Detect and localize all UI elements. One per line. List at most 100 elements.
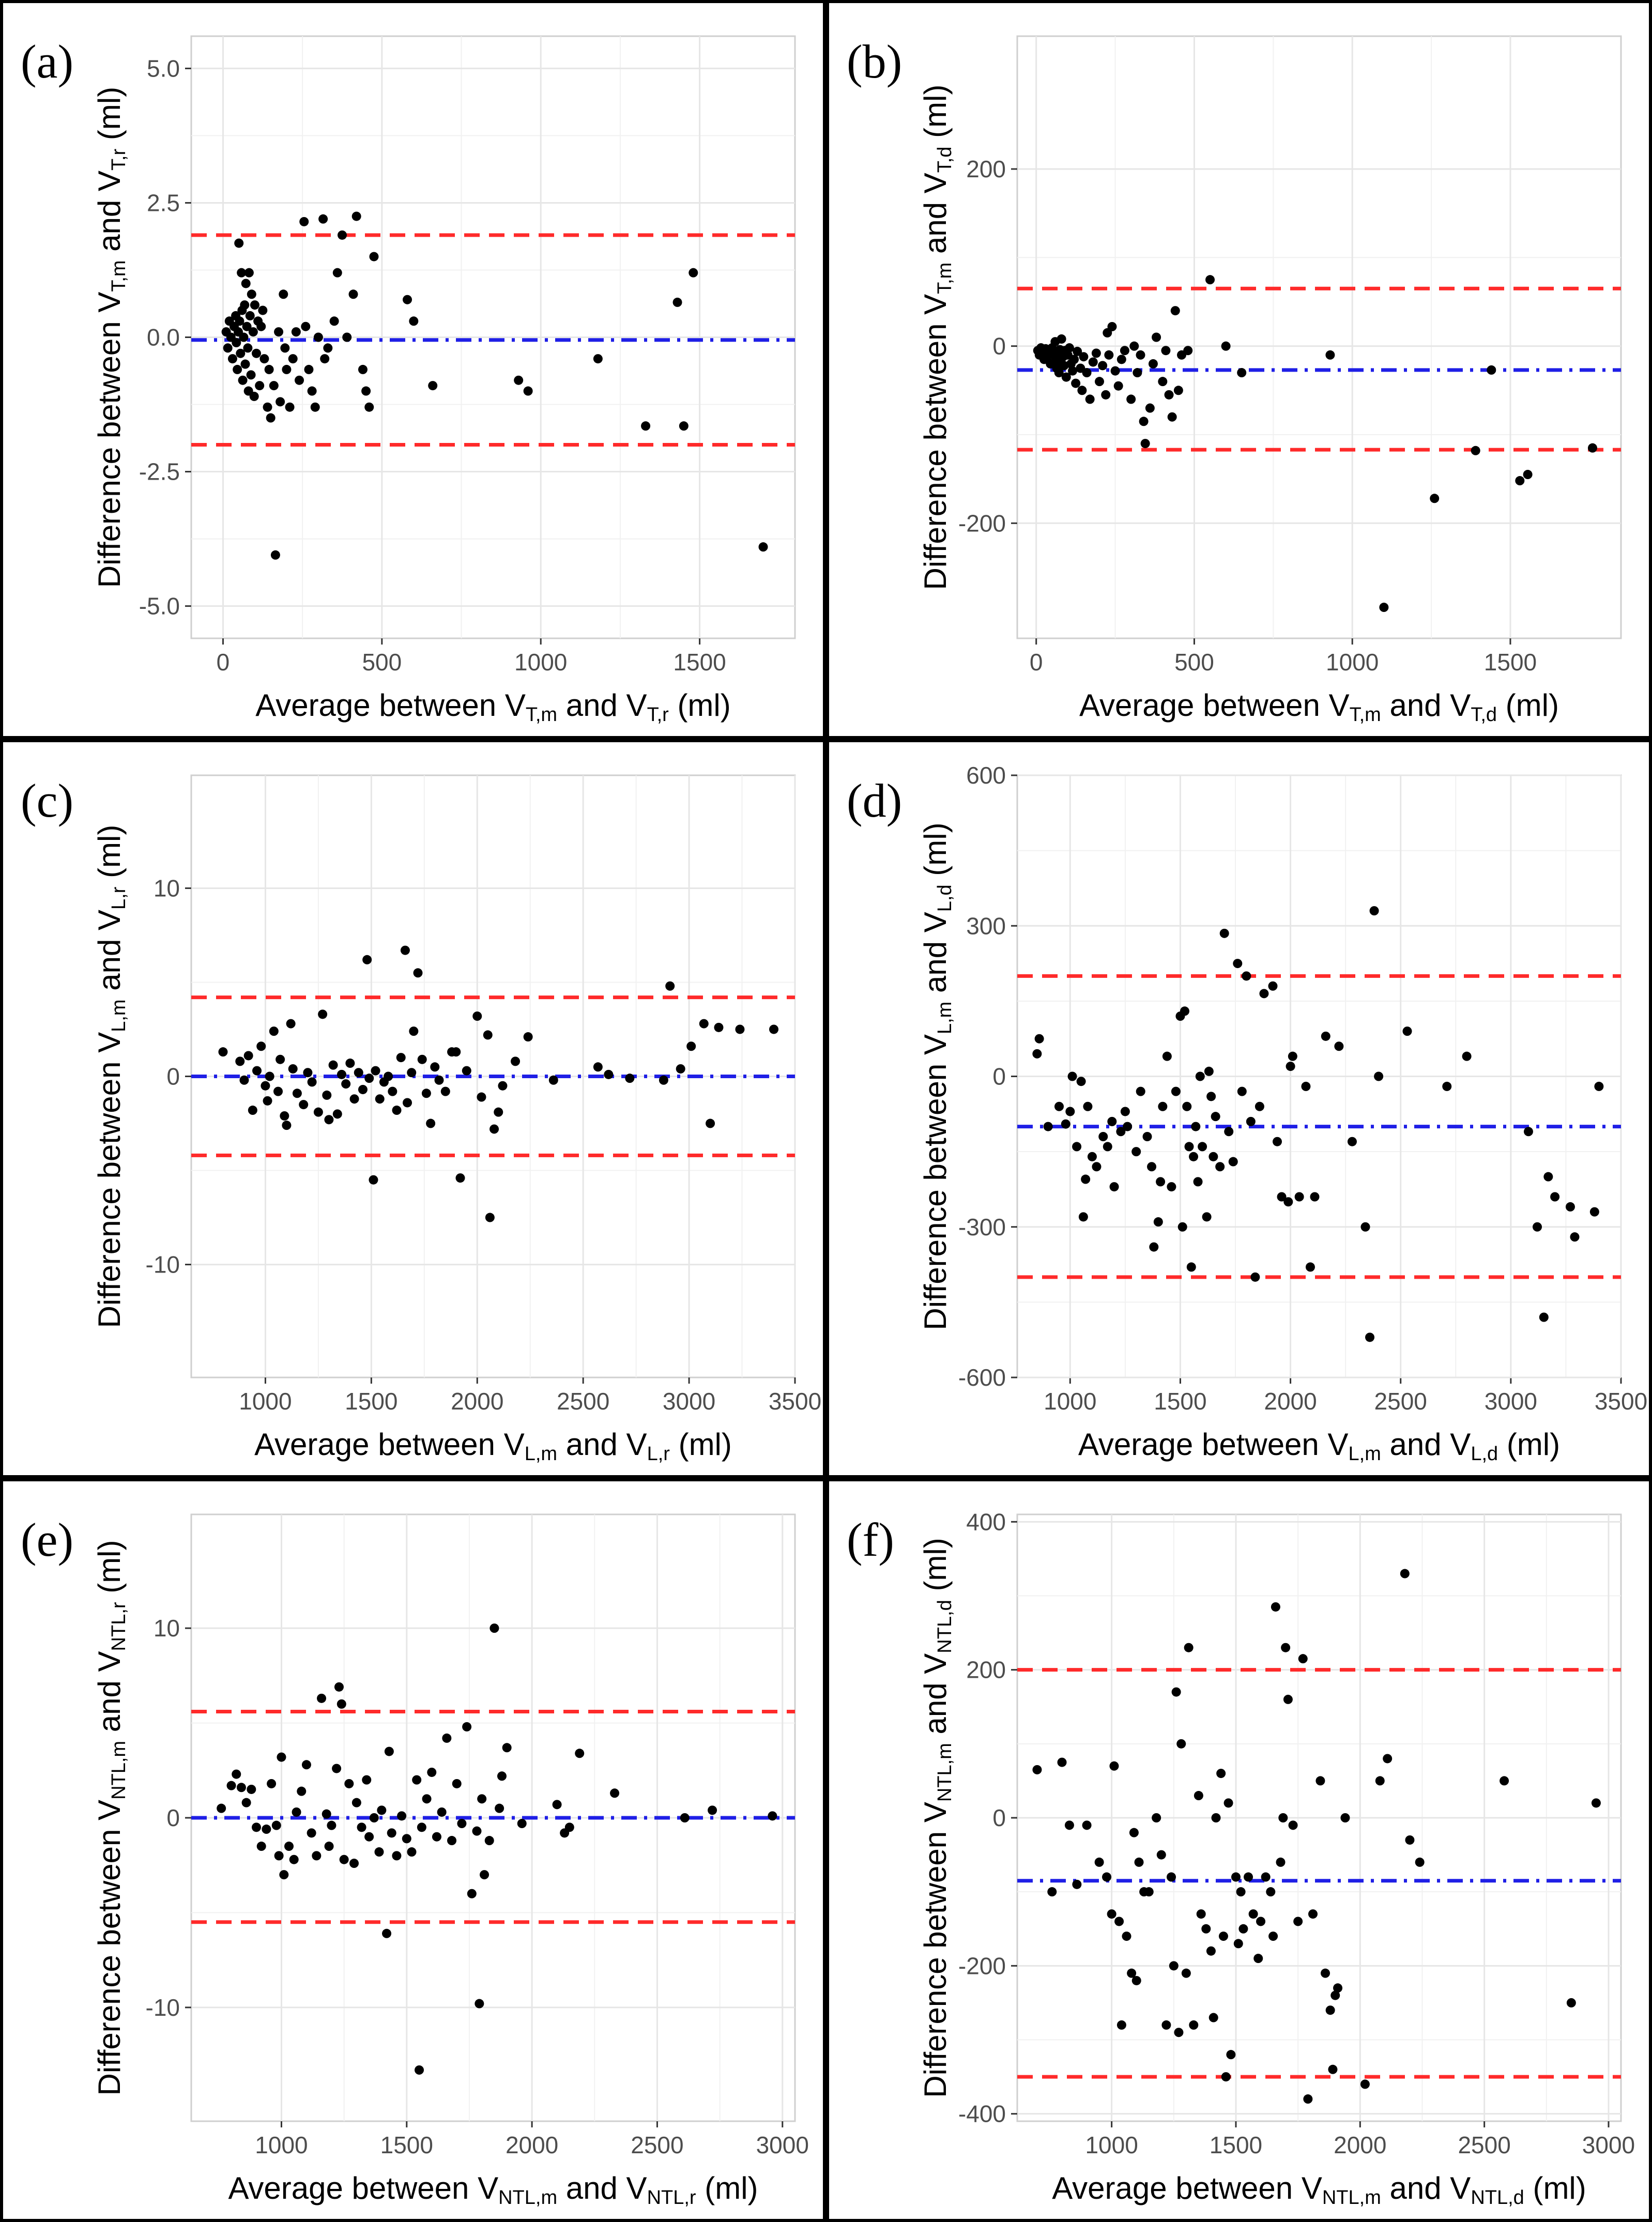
data-point [322, 1809, 331, 1819]
x-tick-label: 2500 [1374, 1388, 1427, 1415]
data-point [1305, 1262, 1315, 1272]
data-point [1139, 417, 1149, 426]
data-point [259, 354, 269, 364]
data-point [1261, 1872, 1271, 1882]
data-point [392, 1851, 402, 1861]
data-point [1273, 1137, 1282, 1146]
data-point [407, 1068, 417, 1078]
data-point [1405, 1835, 1415, 1845]
x-axis-title-mid: and V [1381, 2171, 1471, 2205]
data-point [276, 1054, 285, 1064]
data-point [252, 348, 262, 358]
data-point [1170, 306, 1180, 316]
data-point [336, 1069, 346, 1079]
data-point [1237, 368, 1247, 378]
data-point [1085, 394, 1095, 404]
data-point [1182, 1101, 1192, 1111]
data-point [369, 252, 379, 262]
y-axis-title-pre: Difference between V [918, 1802, 953, 2098]
data-point [1277, 1192, 1287, 1202]
y-tick-label: 0 [992, 1804, 1006, 1831]
data-point [1161, 2020, 1171, 2030]
data-point [1116, 355, 1126, 364]
data-point [317, 1693, 327, 1703]
data-point [295, 375, 304, 385]
data-point [1133, 368, 1142, 378]
data-point [324, 1115, 334, 1125]
x-axis-title-pre: Average between V [254, 1427, 525, 1462]
panel-border [0, 0, 826, 739]
data-point [1500, 1776, 1509, 1786]
x-axis-title: Average between VL,m and VL,d (ml) [1078, 1427, 1560, 1465]
data-point [1223, 1798, 1233, 1808]
data-point [1077, 386, 1087, 395]
data-point [274, 327, 284, 337]
data-point [1094, 377, 1104, 387]
data-point [1147, 1162, 1157, 1172]
data-point [440, 1086, 450, 1096]
data-point [672, 297, 682, 307]
data-point [252, 1066, 262, 1076]
data-point [1116, 2020, 1126, 2030]
data-point [1565, 1202, 1575, 1212]
data-point [1120, 346, 1129, 356]
data-point [324, 1842, 334, 1851]
data-point [498, 1081, 508, 1091]
y-axis-title-s2: NTL,d [934, 1600, 956, 1653]
x-axis-title-s2: T,r [647, 704, 669, 726]
x-axis-title-post: (ml) [1498, 1427, 1560, 1462]
x-axis-title-mid: and V [557, 688, 647, 723]
x-tick-label: 1500 [1484, 649, 1537, 676]
panel-e: 1000 1500 2000 2500 3000 -10 0 10 Average betwee… [0, 1478, 826, 2222]
data-point [1369, 906, 1379, 916]
data-point [1094, 1857, 1104, 1867]
data-point [1104, 350, 1114, 360]
data-point [604, 1069, 614, 1079]
data-point [237, 268, 247, 278]
data-point [403, 295, 412, 304]
data-point [1102, 1872, 1112, 1882]
x-tick-label: 3500 [1595, 1388, 1647, 1415]
data-point [472, 1012, 482, 1021]
data-point [269, 1026, 279, 1036]
data-point [392, 1106, 402, 1115]
data-point [1246, 1116, 1256, 1126]
data-point [256, 321, 266, 331]
panel-a: 0 500 1000 1500 -5.0 -2.5 0.0 2.5 5.0 Average bet… [0, 0, 826, 739]
y-tick-label: -2.5 [139, 458, 180, 485]
data-point [1032, 1765, 1042, 1774]
x-tick-label: 2500 [1458, 2132, 1510, 2158]
data-point [1076, 1077, 1086, 1086]
data-point [1067, 1071, 1077, 1081]
data-point [409, 316, 419, 326]
data-point [1591, 1798, 1601, 1808]
y-axis-title: Difference between VL,m and VL,d (ml) [918, 822, 956, 1330]
data-point [313, 332, 323, 342]
data-point [271, 1820, 281, 1830]
data-point [1078, 1212, 1088, 1222]
data-point [1158, 377, 1168, 387]
data-point [1321, 1031, 1330, 1041]
data-point [357, 1822, 366, 1832]
data-point [1127, 1968, 1137, 1978]
data-point [299, 217, 309, 226]
panel-border [826, 0, 1652, 739]
y-tick-label: 400 [966, 1508, 1006, 1535]
data-point [1308, 1909, 1318, 1919]
data-point [1430, 494, 1440, 503]
data-point [377, 1805, 387, 1815]
data-point [301, 1760, 311, 1770]
data-point [339, 1855, 349, 1864]
data-point [279, 1870, 289, 1880]
data-point [462, 1066, 471, 1076]
data-point [679, 421, 689, 431]
data-point [280, 343, 290, 353]
data-point [1253, 1954, 1263, 1964]
data-point [1325, 350, 1335, 360]
data-point [680, 1813, 690, 1822]
x-axis-title: Average between VNTL,m and VNTL,d (ml) [1052, 2171, 1586, 2209]
data-point [451, 1047, 461, 1057]
data-point [1209, 2013, 1218, 2022]
x-axis-title-mid: and V [557, 2171, 647, 2205]
